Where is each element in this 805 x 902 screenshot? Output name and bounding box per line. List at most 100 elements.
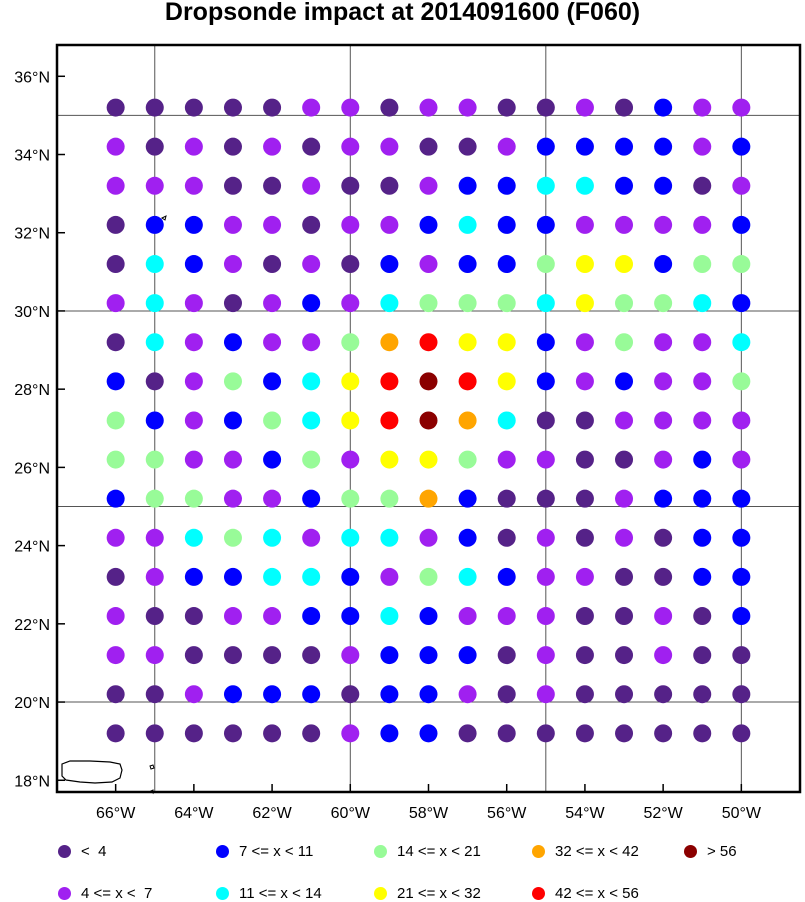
- impact-dot: [145, 137, 164, 156]
- impact-dot: [302, 255, 321, 274]
- impact-dot: [145, 294, 164, 313]
- impact-dot: [223, 489, 242, 508]
- impact-dot: [458, 411, 477, 430]
- impact-dot: [263, 450, 282, 469]
- legend-item: 42 <= x < 56: [532, 885, 639, 902]
- island-coastline: [149, 764, 155, 770]
- impact-dot: [575, 567, 594, 586]
- impact-dot: [732, 567, 751, 586]
- impact-dot: [184, 646, 203, 665]
- legend-item: 7 <= x < 11: [216, 843, 313, 860]
- impact-dot: [615, 528, 634, 547]
- impact-dot: [497, 646, 516, 665]
- impact-dot: [654, 372, 673, 391]
- impact-dot: [458, 176, 477, 195]
- impact-dot: [419, 215, 438, 234]
- impact-dot: [732, 528, 751, 547]
- impact-dot: [497, 567, 516, 586]
- impact-dot: [732, 489, 751, 508]
- impact-dot: [380, 411, 399, 430]
- x-tick-label: 56°W: [487, 805, 527, 822]
- impact-dot: [145, 567, 164, 586]
- impact-dot: [575, 528, 594, 547]
- impact-dot: [263, 489, 282, 508]
- impact-dot: [223, 215, 242, 234]
- impact-dot: [302, 567, 321, 586]
- impact-dot: [654, 685, 673, 704]
- impact-dot: [575, 450, 594, 469]
- impact-dot: [145, 411, 164, 430]
- impact-dot: [145, 255, 164, 274]
- y-tick-label: 20°N: [14, 695, 50, 712]
- impact-dot: [106, 567, 125, 586]
- impact-dot: [184, 372, 203, 391]
- impact-dot: [536, 333, 555, 352]
- impact-dot: [732, 137, 751, 156]
- impact-dot: [575, 215, 594, 234]
- impact-dot: [575, 98, 594, 117]
- impact-dot: [693, 372, 712, 391]
- impact-dot: [654, 255, 673, 274]
- y-tick-label: 28°N: [14, 382, 50, 399]
- impact-dot: [223, 333, 242, 352]
- impact-dot: [536, 411, 555, 430]
- impact-dot: [575, 685, 594, 704]
- impact-dot: [106, 450, 125, 469]
- impact-dot: [302, 528, 321, 547]
- impact-dot: [341, 411, 360, 430]
- legend-label: < 4: [81, 843, 107, 860]
- impact-dot: [263, 411, 282, 430]
- impact-dot: [536, 450, 555, 469]
- impact-dot: [263, 567, 282, 586]
- y-tick-label: 24°N: [14, 539, 50, 556]
- impact-dot: [654, 567, 673, 586]
- impact-dot: [419, 607, 438, 626]
- impact-dot: [693, 98, 712, 117]
- impact-dot: [106, 176, 125, 195]
- impact-dot: [263, 528, 282, 547]
- impact-dot: [223, 411, 242, 430]
- impact-dot: [497, 294, 516, 313]
- impact-dot: [184, 685, 203, 704]
- impact-dot: [302, 685, 321, 704]
- impact-dot: [145, 489, 164, 508]
- impact-dot: [732, 411, 751, 430]
- impact-dot: [145, 607, 164, 626]
- impact-dot: [380, 333, 399, 352]
- y-tick-label: 32°N: [14, 226, 50, 243]
- impact-dot: [536, 137, 555, 156]
- impact-dot: [458, 215, 477, 234]
- impact-dot: [223, 294, 242, 313]
- impact-dot: [302, 333, 321, 352]
- impact-dot: [654, 724, 673, 743]
- impact-dot: [654, 333, 673, 352]
- impact-dot: [106, 137, 125, 156]
- impact-dot: [302, 450, 321, 469]
- impact-dot: [654, 215, 673, 234]
- impact-dot: [380, 450, 399, 469]
- impact-dot: [223, 607, 242, 626]
- impact-dot: [575, 137, 594, 156]
- x-tick-label: 52°W: [643, 805, 683, 822]
- impact-dot: [497, 215, 516, 234]
- impact-dot: [497, 724, 516, 743]
- impact-dot: [458, 685, 477, 704]
- legend-label: 32 <= x < 42: [555, 843, 639, 860]
- impact-dot: [341, 372, 360, 391]
- impact-dot: [693, 528, 712, 547]
- impact-dot: [654, 137, 673, 156]
- impact-dot: [654, 98, 673, 117]
- impact-dot: [419, 646, 438, 665]
- impact-dot: [693, 685, 712, 704]
- impact-dot: [419, 294, 438, 313]
- impact-dot: [223, 646, 242, 665]
- impact-dot: [419, 724, 438, 743]
- impact-dot: [184, 607, 203, 626]
- impact-dot: [575, 646, 594, 665]
- impact-dot: [536, 176, 555, 195]
- impact-dot: [380, 294, 399, 313]
- impact-dot: [380, 607, 399, 626]
- impact-dot: [302, 98, 321, 117]
- impact-dot: [419, 685, 438, 704]
